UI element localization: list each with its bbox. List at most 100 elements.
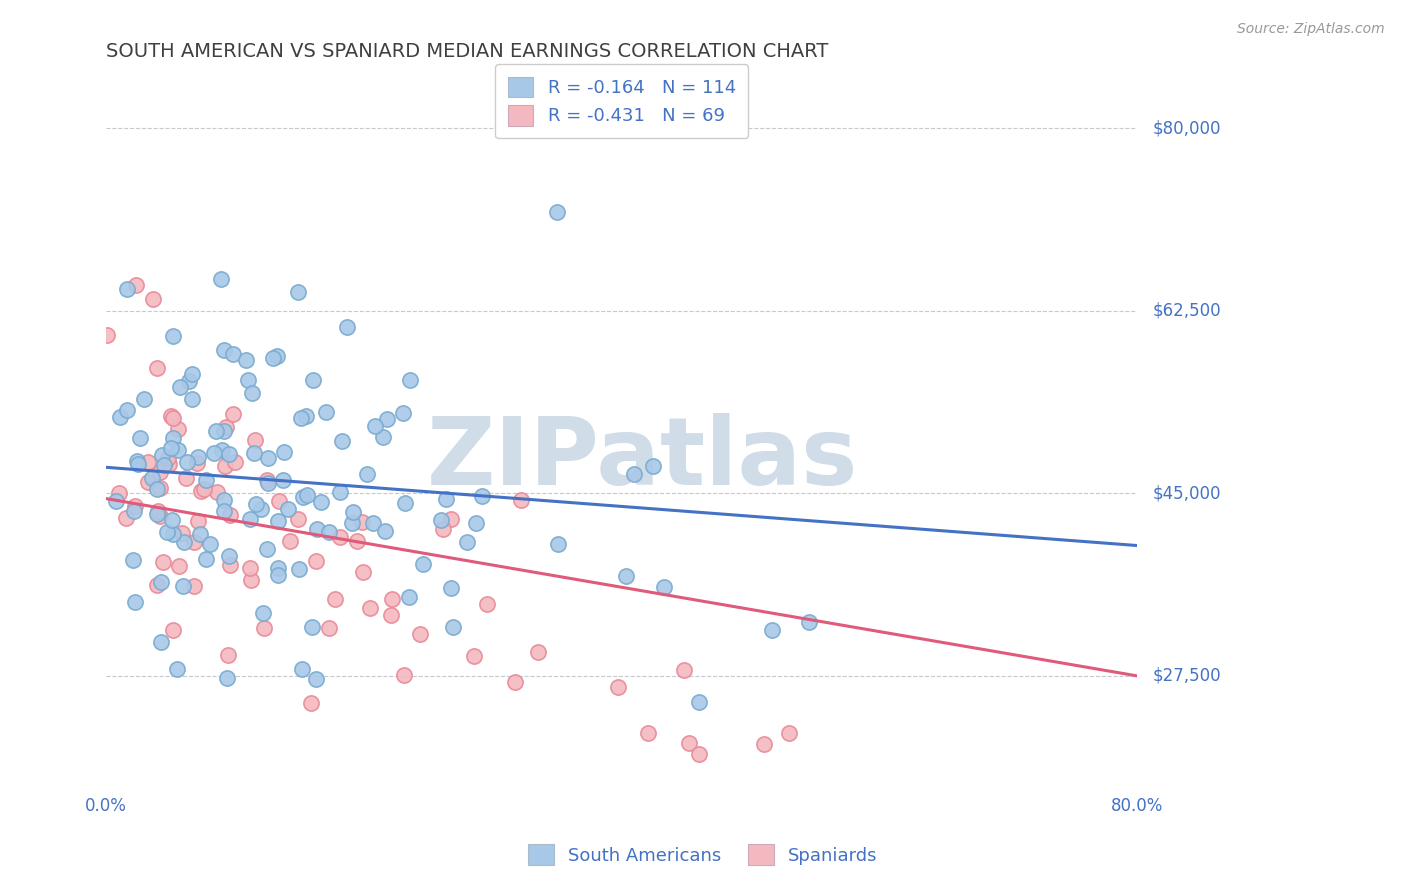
Point xyxy=(115,510,138,524)
Point xyxy=(169,380,191,394)
Point xyxy=(688,747,710,761)
Point xyxy=(375,411,398,425)
Point xyxy=(180,392,202,406)
Point xyxy=(150,448,173,462)
Point xyxy=(463,648,485,663)
Point xyxy=(162,411,184,425)
Point xyxy=(547,537,569,551)
Point xyxy=(222,347,245,361)
Point xyxy=(510,493,533,508)
Point xyxy=(141,471,163,485)
Point xyxy=(381,592,404,607)
Point xyxy=(434,492,457,507)
Point xyxy=(156,450,179,465)
Point xyxy=(153,458,176,472)
Point xyxy=(273,473,295,487)
Point xyxy=(183,534,205,549)
Point xyxy=(146,482,169,496)
Point xyxy=(187,514,209,528)
Point xyxy=(179,375,201,389)
Point xyxy=(149,635,172,649)
Text: SOUTH AMERICAN VS SPANIARD MEDIAN EARNINGS CORRELATION CHART: SOUTH AMERICAN VS SPANIARD MEDIAN EARNIN… xyxy=(107,42,828,61)
Point xyxy=(456,534,478,549)
Point xyxy=(267,561,290,575)
Point xyxy=(115,403,138,417)
Point xyxy=(309,494,332,508)
Point xyxy=(215,420,238,434)
Point xyxy=(149,574,172,589)
Point xyxy=(219,508,242,522)
Point xyxy=(132,392,155,407)
Point xyxy=(149,508,172,523)
Point xyxy=(394,495,416,509)
Point xyxy=(346,534,368,549)
Point xyxy=(371,430,394,444)
Point xyxy=(607,681,630,695)
Point xyxy=(245,497,267,511)
Point xyxy=(299,696,322,710)
Point xyxy=(146,507,169,521)
Point xyxy=(398,590,420,604)
Point xyxy=(138,475,160,489)
Point xyxy=(471,490,494,504)
Point xyxy=(194,473,217,487)
Point xyxy=(214,459,236,474)
Point xyxy=(162,328,184,343)
Point xyxy=(305,672,328,686)
Point xyxy=(224,454,246,468)
Point xyxy=(292,491,315,505)
Point xyxy=(432,522,454,536)
Point xyxy=(214,503,236,517)
Point xyxy=(440,582,463,596)
Point xyxy=(176,455,198,469)
Point xyxy=(240,385,263,400)
Point xyxy=(291,662,314,676)
Point xyxy=(342,505,364,519)
Point xyxy=(430,512,453,526)
Point xyxy=(146,361,169,376)
Legend: R = -0.164   N = 114, R = -0.431   N = 69: R = -0.164 N = 114, R = -0.431 N = 69 xyxy=(495,64,748,138)
Point xyxy=(253,621,276,635)
Point xyxy=(305,553,328,567)
Text: $62,500: $62,500 xyxy=(1153,301,1222,320)
Text: Source: ZipAtlas.com: Source: ZipAtlas.com xyxy=(1237,22,1385,37)
Point xyxy=(475,597,498,611)
Point xyxy=(352,515,374,529)
Point xyxy=(315,404,337,418)
Point xyxy=(336,320,359,334)
Point xyxy=(194,552,217,566)
Point xyxy=(295,409,318,423)
Point xyxy=(465,516,488,530)
Point xyxy=(235,352,257,367)
Point xyxy=(205,485,228,500)
Point xyxy=(356,467,378,481)
Point xyxy=(217,648,239,662)
Point xyxy=(125,277,148,292)
Point xyxy=(212,343,235,357)
Point xyxy=(546,204,568,219)
Text: ZIPatlas: ZIPatlas xyxy=(426,413,858,505)
Text: $27,500: $27,500 xyxy=(1153,667,1222,685)
Point xyxy=(205,424,228,438)
Point xyxy=(267,567,290,582)
Point xyxy=(212,424,235,438)
Point xyxy=(672,663,695,677)
Point xyxy=(623,467,645,481)
Point xyxy=(193,482,215,496)
Point xyxy=(173,535,195,549)
Point xyxy=(166,661,188,675)
Point xyxy=(218,549,240,563)
Point xyxy=(160,409,183,423)
Point xyxy=(652,580,675,594)
Point xyxy=(332,434,354,449)
Point xyxy=(122,553,145,567)
Point xyxy=(752,737,775,751)
Point xyxy=(243,446,266,460)
Point xyxy=(245,433,267,447)
Point xyxy=(172,579,194,593)
Point xyxy=(209,271,232,285)
Point xyxy=(152,555,174,569)
Point xyxy=(115,282,138,296)
Point xyxy=(157,457,180,471)
Point xyxy=(240,573,263,587)
